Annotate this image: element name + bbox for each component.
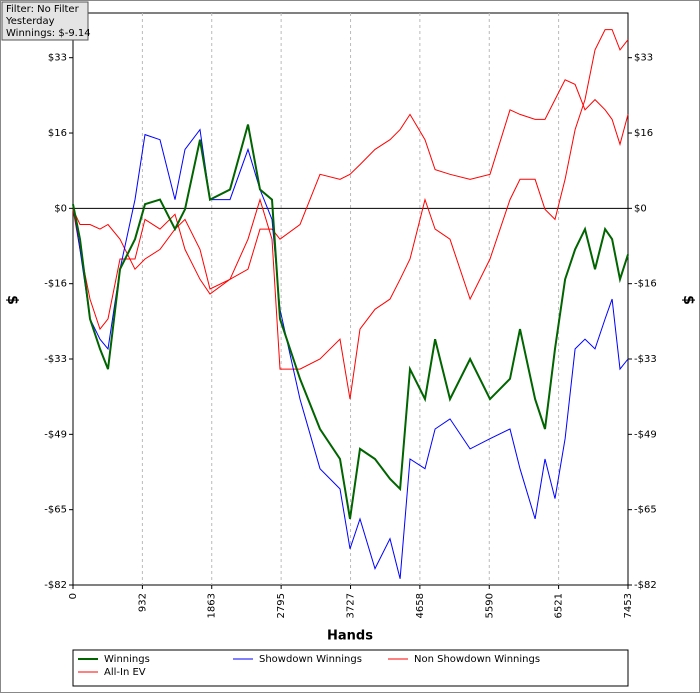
- info-text: Yesterday: [5, 16, 55, 27]
- y-tick-label: $0: [54, 203, 67, 214]
- y2-tick-label: $16: [634, 128, 653, 139]
- y2-tick-label: -$33: [634, 354, 657, 365]
- info-box: [1, 1, 89, 41]
- x-tick-label: 2795: [276, 593, 287, 618]
- legend: [72, 649, 629, 687]
- y-tick-label: -$49: [44, 429, 67, 440]
- x-tick-label: 1863: [207, 593, 218, 618]
- y2-tick-label: -$49: [634, 429, 657, 440]
- legend-label: All-In EV: [104, 667, 146, 678]
- series-line: [72, 124, 629, 520]
- x-tick-label: 4658: [415, 593, 426, 618]
- x-tick-label: 7453: [623, 593, 634, 618]
- y2-tick-label: $33: [634, 53, 653, 64]
- legend-label: Non Showdown Winnings: [414, 654, 540, 665]
- x-tick-label: 3727: [346, 593, 357, 618]
- y-tick-label: $33: [48, 53, 67, 64]
- y-tick-label: -$65: [44, 505, 67, 516]
- x-tick-label: 5590: [484, 593, 495, 618]
- y-tick-label: -$33: [44, 354, 67, 365]
- x-tick-label: 932: [137, 593, 148, 612]
- legend-label: Winnings: [104, 654, 150, 665]
- info-text: Filter: No Filter: [6, 4, 80, 15]
- series-line: [72, 128, 629, 579]
- y-tick-label: -$16: [44, 279, 67, 290]
- x-tick-label: 6521: [554, 593, 565, 618]
- y-axis-title: $: [4, 295, 20, 305]
- y2-axis-title: $: [680, 295, 696, 305]
- y2-tick-label: -$16: [634, 279, 657, 290]
- y-tick-label: $16: [48, 128, 67, 139]
- info-text: Winnings: $-9.14: [6, 28, 91, 39]
- x-axis-title: Hands: [327, 629, 373, 644]
- x-tick-label: 0: [68, 593, 79, 599]
- series-line: [72, 79, 629, 290]
- legend-label: Showdown Winnings: [259, 654, 362, 665]
- series-line: [72, 29, 629, 400]
- y2-tick-label: $0: [634, 203, 647, 214]
- y2-tick-label: -$65: [634, 505, 657, 516]
- y-tick-label: -$82: [44, 580, 67, 591]
- y2-tick-label: -$82: [634, 580, 657, 591]
